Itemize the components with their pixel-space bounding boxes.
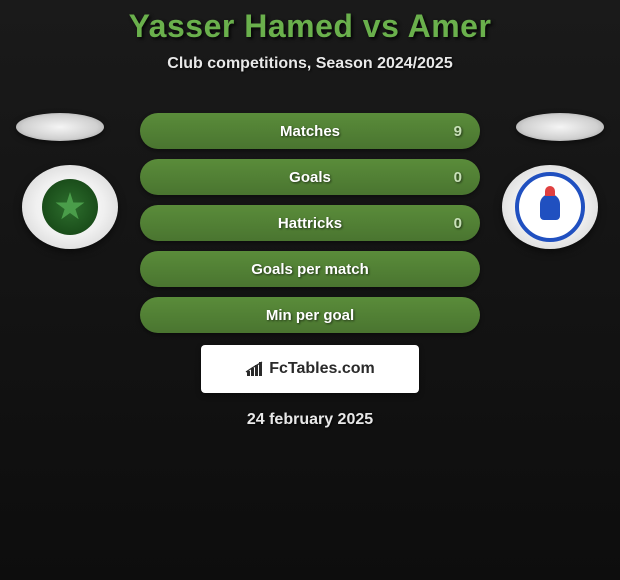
page-title: Yasser Hamed vs Amer bbox=[0, 8, 620, 45]
club-badge-right bbox=[502, 165, 598, 249]
subtitle: Club competitions, Season 2024/2025 bbox=[0, 55, 620, 73]
date-text: 24 february 2025 bbox=[0, 411, 620, 429]
source-logo-box: FcTables.com bbox=[201, 345, 419, 393]
stat-row-goals: Goals 0 bbox=[140, 159, 480, 195]
stat-row-hattricks: Hattricks 0 bbox=[140, 205, 480, 241]
stat-row-min-per-goal: Min per goal bbox=[140, 297, 480, 333]
bar-chart-icon bbox=[245, 361, 265, 377]
stat-label: Matches bbox=[280, 123, 340, 140]
stat-label: Hattricks bbox=[278, 215, 342, 232]
comparison-card: Yasser Hamed vs Amer Club competitions, … bbox=[0, 0, 620, 429]
stat-label: Goals per match bbox=[251, 261, 369, 278]
source-logo-text: FcTables.com bbox=[269, 360, 375, 378]
stat-label: Goals bbox=[289, 169, 331, 186]
stat-row-matches: Matches 9 bbox=[140, 113, 480, 149]
stat-value-right: 9 bbox=[454, 123, 462, 140]
stat-label: Min per goal bbox=[266, 307, 354, 324]
torch-crest-icon bbox=[515, 172, 585, 242]
content-area: Matches 9 Goals 0 Hattricks 0 Goals per … bbox=[0, 113, 620, 429]
stat-row-goals-per-match: Goals per match bbox=[140, 251, 480, 287]
player-marker-left bbox=[16, 113, 104, 141]
stat-rows: Matches 9 Goals 0 Hattricks 0 Goals per … bbox=[140, 113, 480, 333]
stat-value-right: 0 bbox=[454, 169, 462, 186]
source-logo: FcTables.com bbox=[245, 360, 375, 378]
stat-value-right: 0 bbox=[454, 215, 462, 232]
club-badge-left bbox=[22, 165, 118, 249]
eagle-crest-icon bbox=[42, 179, 98, 235]
player-marker-right bbox=[516, 113, 604, 141]
